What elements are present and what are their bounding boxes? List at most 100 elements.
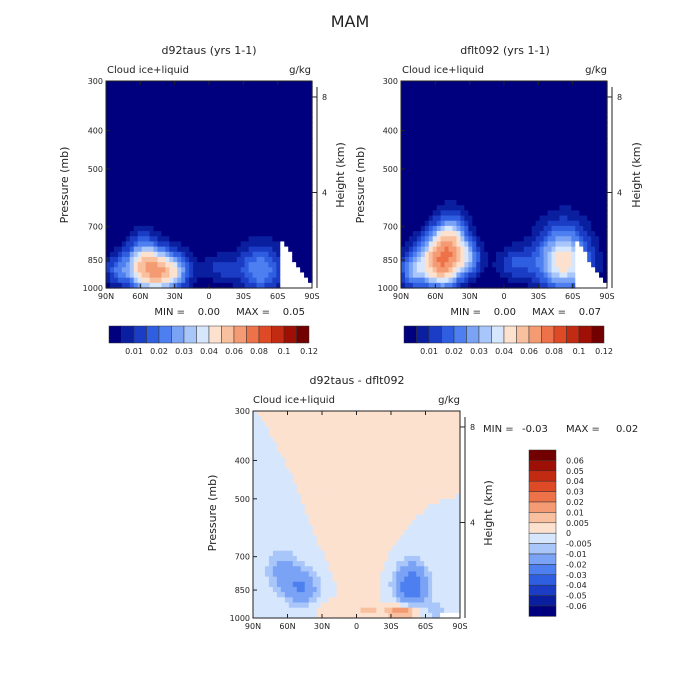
heatmap-cell <box>472 272 477 279</box>
heatmap-cell <box>587 220 592 227</box>
heatmap-cell <box>121 220 127 227</box>
heatmap-cell <box>240 158 246 165</box>
heatmap-cell <box>308 421 314 428</box>
heatmap-cell <box>212 231 218 237</box>
heatmap-cell <box>551 137 557 144</box>
heatmap-cell <box>165 246 170 253</box>
heatmap-cell <box>476 236 481 243</box>
heatmap-cell <box>153 205 159 211</box>
heatmap-cell <box>161 225 167 232</box>
heatmap-cell <box>185 256 190 263</box>
heatmap-cell <box>292 225 297 232</box>
heatmap-cell <box>296 174 301 180</box>
heatmap-cell <box>555 179 561 186</box>
heatmap-cell <box>476 101 481 108</box>
heatmap-cell <box>448 148 454 155</box>
heatmap-cell <box>264 535 270 541</box>
heatmap-cell <box>292 241 297 248</box>
heatmap-cell <box>133 174 139 180</box>
heatmap-cell <box>276 132 281 139</box>
heatmap-cell <box>440 96 446 103</box>
heatmap-cell <box>308 504 314 510</box>
heatmap-cell <box>547 153 553 160</box>
heatmap-cell <box>252 101 258 108</box>
heatmap-cell <box>412 194 418 201</box>
heatmap-cell <box>571 231 576 237</box>
heatmap-cell <box>412 231 418 237</box>
heatmap-cell <box>177 256 182 263</box>
heatmap-cell <box>169 215 174 222</box>
heatmap-cell <box>535 277 541 284</box>
heatmap-cell <box>452 262 458 268</box>
heatmap-cell <box>149 205 155 211</box>
heatmap-cell <box>260 194 266 201</box>
heatmap-cell <box>496 272 501 279</box>
heatmap-cell <box>304 545 310 552</box>
heatmap-cell <box>106 267 111 274</box>
heatmap-cell <box>236 256 242 263</box>
heatmap-cell <box>216 282 222 289</box>
heatmap-cell <box>280 473 286 479</box>
heatmap-cell <box>428 137 434 144</box>
heatmap-cell <box>185 184 190 191</box>
heatmap-cell <box>280 106 285 113</box>
heatmap-cell <box>205 282 210 289</box>
heatmap-cell <box>185 277 190 284</box>
heatmap-cell <box>412 168 418 175</box>
heatmap-cell <box>304 117 309 123</box>
heatmap-cell <box>551 210 557 217</box>
heatmap-cell <box>272 205 277 211</box>
heatmap-cell <box>595 205 600 211</box>
heatmap-cell <box>300 277 305 284</box>
heatmap-cell <box>280 431 286 438</box>
heatmap-cell <box>539 81 545 87</box>
heatmap-cell <box>268 101 273 108</box>
heatmap-cell <box>511 220 517 227</box>
heatmap-cell <box>511 194 517 201</box>
heatmap-cell <box>527 112 533 118</box>
heatmap-cell <box>432 179 438 186</box>
heatmap-cell <box>276 267 281 274</box>
heatmap-cell <box>308 607 314 614</box>
heatmap-cell <box>276 550 282 557</box>
heatmap-cell <box>121 225 127 232</box>
heatmap-cell <box>232 86 238 92</box>
heatmap-cell <box>248 225 254 232</box>
heatmap-cell <box>464 184 469 191</box>
heatmap-cell <box>452 200 458 206</box>
heatmap-cell <box>464 174 469 180</box>
heatmap-cell <box>141 215 147 222</box>
heatmap-cell <box>280 179 285 186</box>
heatmap-cell <box>292 158 297 165</box>
heatmap-cell <box>567 168 572 175</box>
heatmap-cell <box>228 236 234 243</box>
heatmap-cell <box>408 81 414 87</box>
heatmap-cell <box>141 112 147 118</box>
heatmap-cell <box>244 205 250 211</box>
heatmap-cell <box>424 86 430 92</box>
heatmap-cell <box>209 215 214 222</box>
heatmap-cell <box>412 148 418 155</box>
heatmap-cell <box>543 91 549 98</box>
heatmap-cell <box>280 566 286 573</box>
heatmap-cell <box>563 262 568 268</box>
heatmap-cell <box>165 189 170 196</box>
heatmap-cell <box>531 282 537 289</box>
heatmap-cell <box>253 530 258 536</box>
heatmap-cell <box>216 210 222 217</box>
heatmap-cell <box>272 132 277 139</box>
heatmap-cell <box>452 282 458 289</box>
heatmap-cell <box>527 231 533 237</box>
heatmap-cell <box>436 256 442 263</box>
heatmap-cell <box>401 148 406 155</box>
heatmap-cell <box>420 179 426 186</box>
heatmap-cell <box>531 241 537 248</box>
heatmap-cell <box>157 231 163 237</box>
heatmap-cell <box>292 148 297 155</box>
heatmap-cell <box>288 457 294 464</box>
heatmap-cell <box>268 498 274 505</box>
heatmap-cell <box>284 106 289 113</box>
heatmap-cell <box>276 436 282 443</box>
heatmap-cell <box>121 96 127 103</box>
heatmap-cell <box>480 215 485 222</box>
